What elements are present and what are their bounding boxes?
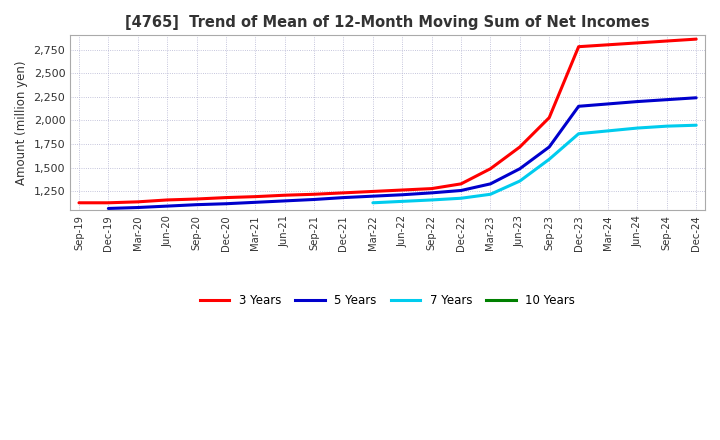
3 Years — [75, 200, 84, 205]
7 Years — [369, 200, 377, 205]
3 Years — [575, 44, 583, 49]
3 Years — [280, 193, 289, 198]
5 Years — [575, 104, 583, 109]
3 Years — [603, 42, 612, 48]
Y-axis label: Amount (million yen): Amount (million yen) — [15, 61, 28, 185]
5 Years — [280, 198, 289, 204]
7 Years — [692, 123, 701, 128]
5 Years — [251, 200, 260, 205]
5 Years — [662, 97, 671, 103]
5 Years — [398, 192, 407, 198]
3 Years — [222, 195, 230, 200]
3 Years — [133, 199, 142, 205]
3 Years — [251, 194, 260, 199]
3 Years — [516, 144, 524, 150]
5 Years — [222, 201, 230, 206]
5 Years — [456, 188, 465, 193]
5 Years — [133, 205, 142, 210]
5 Years — [369, 194, 377, 199]
5 Years — [486, 181, 495, 187]
Line: 7 Years: 7 Years — [373, 125, 696, 203]
3 Years — [662, 38, 671, 44]
Line: 5 Years: 5 Years — [109, 98, 696, 209]
7 Years — [486, 192, 495, 197]
5 Years — [192, 202, 201, 207]
3 Years — [369, 189, 377, 194]
5 Years — [310, 197, 318, 202]
3 Years — [398, 187, 407, 193]
Title: [4765]  Trend of Mean of 12-Month Moving Sum of Net Incomes: [4765] Trend of Mean of 12-Month Moving … — [125, 15, 650, 30]
5 Years — [603, 101, 612, 106]
Legend: 3 Years, 5 Years, 7 Years, 10 Years: 3 Years, 5 Years, 7 Years, 10 Years — [195, 290, 580, 312]
3 Years — [545, 115, 554, 120]
5 Years — [633, 99, 642, 104]
5 Years — [545, 144, 554, 150]
5 Years — [428, 190, 436, 195]
3 Years — [339, 190, 348, 195]
3 Years — [310, 192, 318, 197]
7 Years — [603, 128, 612, 133]
7 Years — [398, 199, 407, 204]
7 Years — [662, 124, 671, 129]
3 Years — [163, 197, 171, 202]
5 Years — [104, 206, 113, 211]
3 Years — [104, 200, 113, 205]
3 Years — [428, 186, 436, 191]
3 Years — [633, 40, 642, 46]
Line: 3 Years: 3 Years — [79, 39, 696, 203]
3 Years — [692, 37, 701, 42]
7 Years — [516, 178, 524, 183]
5 Years — [339, 195, 348, 200]
7 Years — [456, 196, 465, 201]
7 Years — [575, 131, 583, 136]
5 Years — [163, 203, 171, 209]
3 Years — [456, 181, 465, 187]
7 Years — [545, 157, 554, 162]
5 Years — [516, 166, 524, 171]
3 Years — [192, 196, 201, 202]
7 Years — [428, 197, 436, 202]
5 Years — [692, 95, 701, 100]
7 Years — [633, 125, 642, 131]
3 Years — [486, 166, 495, 171]
